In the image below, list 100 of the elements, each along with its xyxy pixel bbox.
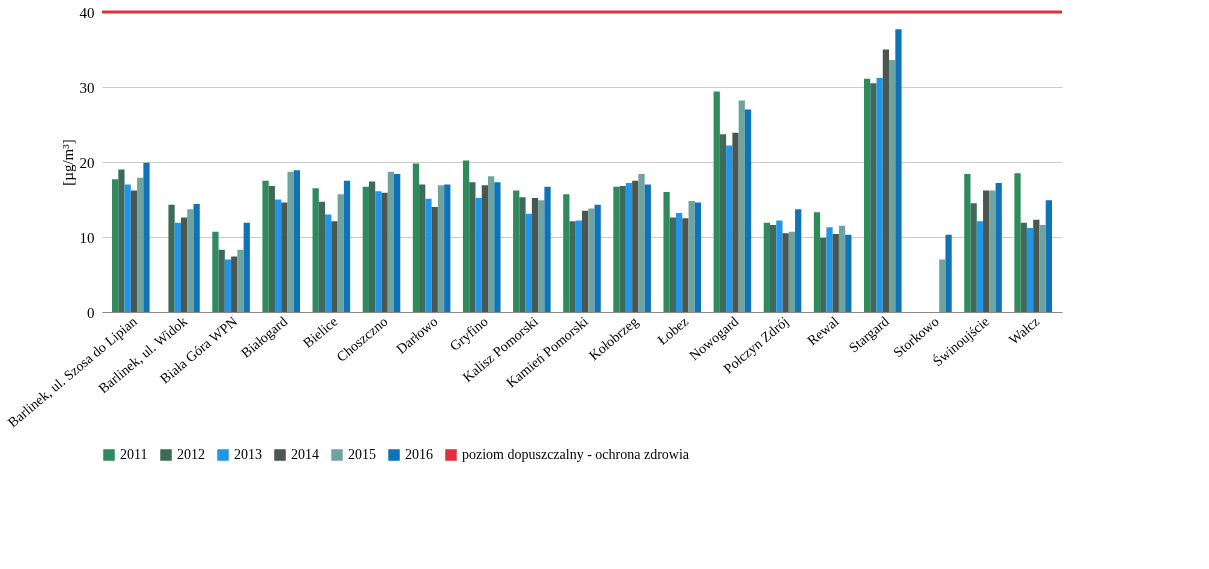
bar: [381, 192, 388, 312]
bar: [682, 218, 689, 312]
bar: [663, 192, 670, 312]
legend-label: 2013: [234, 447, 262, 462]
bar: [632, 180, 639, 312]
bar: [1020, 222, 1027, 312]
bar: [726, 145, 733, 312]
bar: [481, 185, 489, 312]
bar: [519, 197, 526, 312]
bar: [268, 186, 275, 312]
bar: [832, 234, 839, 312]
bar: [732, 132, 739, 312]
legend-label: 2011: [120, 447, 148, 462]
bar: [243, 222, 250, 312]
bar: [625, 183, 633, 312]
bar: [281, 202, 288, 312]
bar: [594, 204, 601, 312]
bar: [425, 198, 432, 312]
bar: [882, 49, 890, 312]
bar: [644, 184, 651, 312]
bar: [331, 221, 338, 312]
bar: [688, 201, 695, 312]
bar: [976, 221, 984, 312]
y-axis-title: [µg/m³]: [59, 139, 76, 186]
y-tick-label: 40: [79, 4, 95, 21]
bar: [469, 182, 476, 312]
y-tick-label: 20: [79, 154, 95, 171]
bar: [983, 190, 990, 312]
bar: [462, 160, 470, 312]
bar: [168, 204, 175, 312]
bar: [431, 207, 438, 312]
bar: [118, 169, 125, 312]
bar: [889, 60, 896, 312]
bar: [544, 186, 551, 312]
bar: [419, 184, 426, 312]
bar: [318, 201, 326, 312]
bar: [895, 29, 902, 312]
bar: [838, 225, 846, 312]
legend-label: 2016: [405, 447, 433, 462]
bar: [312, 188, 319, 312]
bar: [619, 186, 626, 312]
bar: [876, 78, 883, 312]
bar: [387, 171, 395, 312]
bar: [375, 191, 382, 312]
bar: [130, 190, 138, 312]
bar: [444, 184, 451, 312]
bar: [531, 198, 539, 312]
bar: [813, 212, 821, 312]
bar: [262, 180, 269, 312]
bar: [394, 174, 401, 312]
bar: [675, 213, 683, 312]
legend-label: poziom dopuszczalny - ochrona zdrowia: [462, 447, 690, 462]
bar: [212, 231, 219, 312]
y-tick-label: 0: [87, 304, 95, 321]
bar: [525, 213, 532, 312]
bar: [588, 208, 595, 312]
bar: [694, 202, 702, 312]
bar: [995, 183, 1002, 312]
bar: [669, 217, 676, 312]
bar: [1026, 228, 1034, 312]
bar: [845, 234, 852, 312]
bar: [575, 220, 582, 312]
bar: [218, 249, 225, 312]
bar: [582, 210, 589, 312]
bar: [112, 179, 119, 312]
bar: [513, 190, 520, 312]
bar: [343, 180, 351, 312]
bar: [538, 200, 545, 312]
bar: [1039, 225, 1046, 312]
bar: [274, 199, 282, 312]
bar: [870, 83, 877, 312]
bar: [231, 256, 238, 312]
bar: [738, 100, 745, 312]
bar: [638, 174, 645, 312]
bar: [293, 170, 301, 312]
legend-label: 2014: [291, 447, 319, 462]
bar: [180, 217, 188, 312]
bar: [788, 231, 796, 312]
bar: [863, 78, 871, 312]
bar: [964, 174, 971, 312]
bar: [137, 177, 144, 312]
bar: [939, 259, 946, 312]
bar: [1014, 173, 1021, 312]
bar: [769, 225, 777, 312]
y-tick-label: 30: [79, 79, 95, 96]
bar: [287, 171, 294, 312]
bar: [613, 186, 620, 312]
bar: [563, 194, 570, 312]
bar: [713, 91, 720, 312]
bar: [193, 204, 200, 312]
bar: [488, 176, 495, 312]
bar: [174, 222, 181, 312]
bar: [475, 198, 482, 312]
bar: [337, 194, 344, 312]
bar: [237, 249, 244, 312]
bar: [224, 259, 232, 312]
bar: [362, 186, 369, 312]
legend-label: 2015: [348, 447, 376, 462]
bar: [776, 220, 783, 312]
bar: [795, 209, 802, 312]
